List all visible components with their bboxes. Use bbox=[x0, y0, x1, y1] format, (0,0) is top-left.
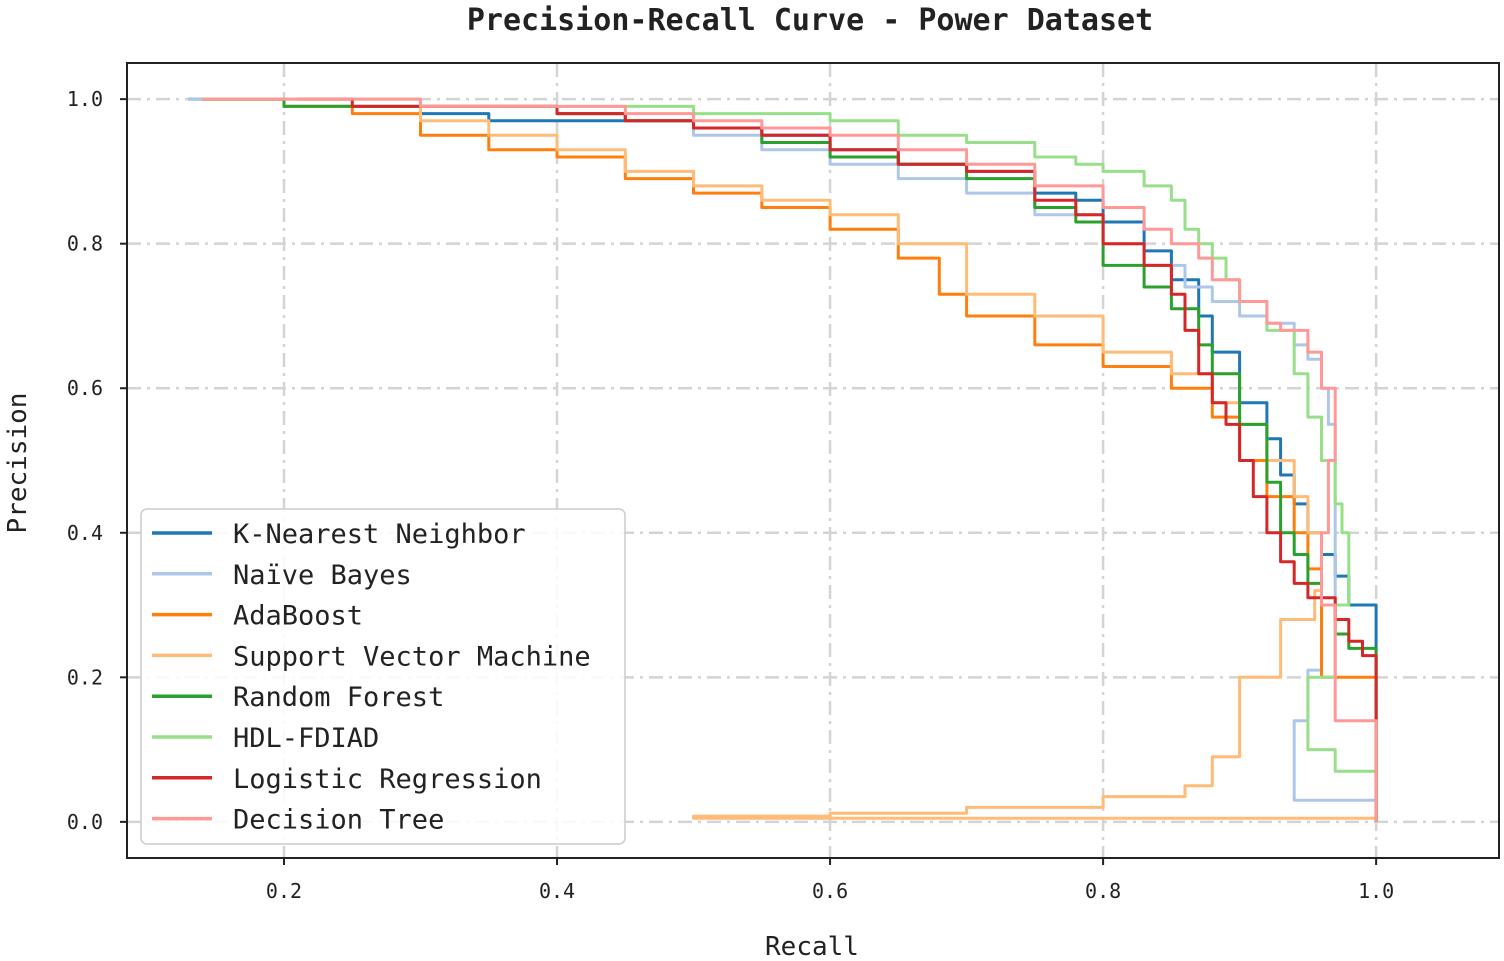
chart-title: Precision-Recall Curve - Power Dataset bbox=[467, 3, 1153, 38]
legend-label: K-Nearest Neighbor bbox=[233, 519, 526, 550]
x-axis-label: Recall bbox=[765, 932, 859, 961]
y-tick-label: 0.8 bbox=[67, 232, 103, 256]
series-layer bbox=[188, 97, 1378, 822]
y-axis-label: Precision bbox=[3, 393, 33, 534]
y-tick-label: 0.4 bbox=[67, 521, 103, 545]
legend-label: Logistic Regression bbox=[233, 764, 542, 795]
y-tick-label: 0.2 bbox=[67, 665, 103, 689]
tick-layer: 0.2 0.4 0.6 0.8 1.0 0.0 0.2 0.4 0.6 0.8 1.0 bbox=[67, 87, 1394, 903]
legend-label: Support Vector Machine bbox=[233, 641, 591, 672]
legend-box bbox=[140, 508, 626, 845]
legend-label: AdaBoost bbox=[233, 601, 363, 632]
plot-frame bbox=[126, 62, 1500, 859]
x-tick-label: 0.2 bbox=[266, 879, 302, 903]
series-line-logistic-regression bbox=[297, 97, 1378, 822]
legend-label: Naïve Bayes bbox=[233, 560, 412, 591]
x-tick-label: 0.6 bbox=[812, 879, 848, 903]
legend-label: Random Forest bbox=[233, 682, 444, 713]
legend-label: HDL-FDIAD bbox=[233, 723, 379, 754]
legend-label: Decision Tree bbox=[233, 805, 444, 836]
legend: K-Nearest Neighbor Naïve Bayes AdaBoost Sup… bbox=[140, 508, 626, 845]
x-tick-label: 0.8 bbox=[1085, 879, 1121, 903]
series-line-decision-tree bbox=[202, 97, 1378, 822]
y-tick-label: 0.6 bbox=[67, 376, 103, 400]
series-line-hdl-fdiad bbox=[202, 97, 1378, 822]
x-tick-label: 0.4 bbox=[539, 879, 575, 903]
y-tick-label: 1.0 bbox=[67, 87, 103, 111]
x-tick-label: 1.0 bbox=[1358, 879, 1394, 903]
y-tick-label: 0.0 bbox=[67, 810, 103, 834]
